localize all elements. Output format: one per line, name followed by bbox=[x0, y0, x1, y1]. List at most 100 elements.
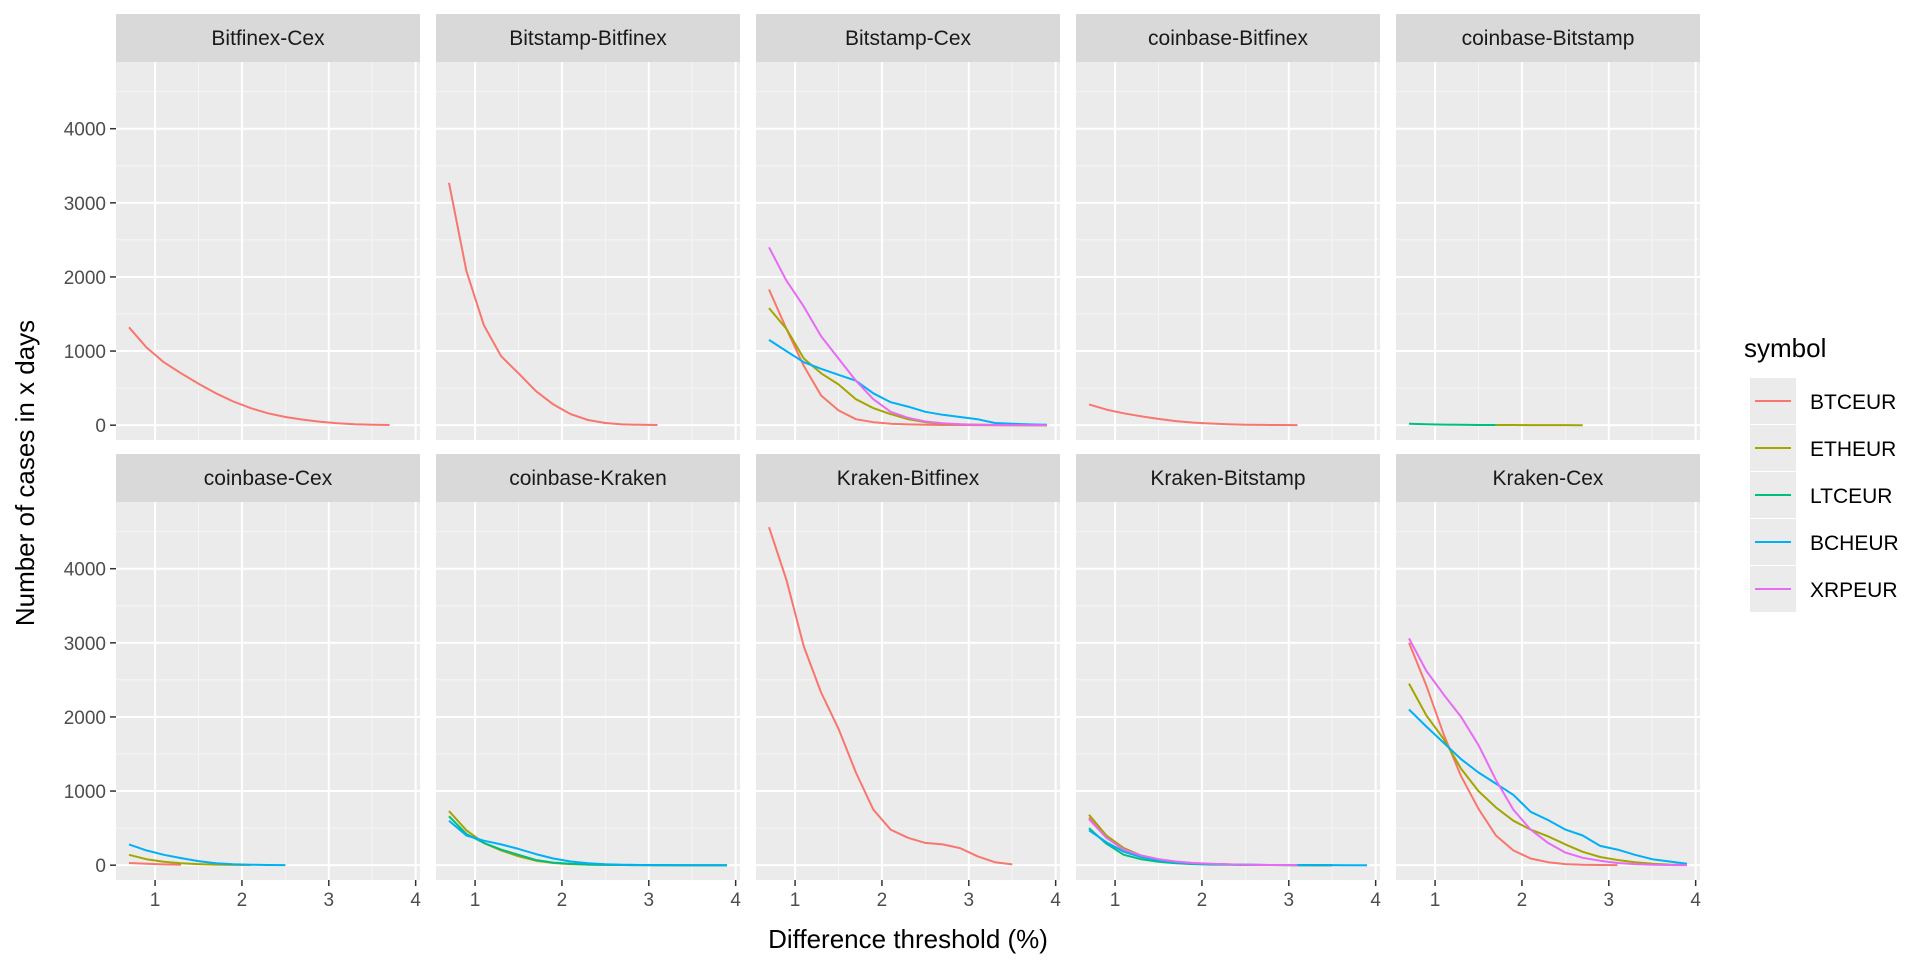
series-line-btceur bbox=[448, 182, 658, 426]
panel-background bbox=[436, 502, 740, 880]
legend-label: ETHEUR bbox=[1810, 438, 1896, 461]
y-tick-label: 3000 bbox=[64, 634, 106, 655]
x-tick-label: 1 bbox=[790, 890, 801, 911]
y-tick-label: 0 bbox=[95, 856, 106, 877]
x-tick-label: 1 bbox=[1430, 890, 1441, 911]
series-line-xrpeur bbox=[1408, 637, 1688, 867]
panel-background bbox=[756, 502, 1060, 880]
y-tick-label: 2000 bbox=[64, 708, 106, 729]
series-line-bcheur bbox=[768, 339, 1048, 426]
facet-strip bbox=[436, 14, 740, 62]
facet-title: Bitstamp-Cex bbox=[845, 27, 972, 50]
legend-label: XRPEUR bbox=[1810, 579, 1898, 602]
facet-strip bbox=[436, 454, 740, 502]
x-tick-label: 2 bbox=[1197, 890, 1208, 911]
series-line-etheur bbox=[1408, 683, 1688, 866]
series-line-bcheur bbox=[128, 843, 286, 867]
panel-background bbox=[436, 62, 740, 440]
facet-panel: Bitstamp-Bitfinex bbox=[436, 14, 740, 440]
facet-strip bbox=[1076, 454, 1380, 502]
series-line-ltceur bbox=[1408, 422, 1496, 426]
facet-panel: coinbase-Bitfinex bbox=[1076, 14, 1380, 440]
series-line-bcheur bbox=[448, 819, 727, 867]
facet-title: Kraken-Cex bbox=[1493, 467, 1604, 490]
y-tick-label: 3000 bbox=[64, 194, 106, 215]
facet-panel: Bitfinex-Cex bbox=[116, 14, 420, 440]
legend-item-ltceur: LTCEUR bbox=[1750, 472, 1892, 518]
facet-strip bbox=[116, 454, 420, 502]
panel-background bbox=[1396, 502, 1700, 880]
series-line-xrpeur bbox=[768, 246, 1047, 427]
y-tick-label: 4000 bbox=[64, 120, 106, 141]
series-line-bcheur bbox=[1408, 708, 1688, 865]
series-line-btceur bbox=[1408, 642, 1618, 867]
x-tick-label: 3 bbox=[1284, 890, 1295, 911]
y-tick-label: 1000 bbox=[64, 342, 106, 363]
x-tick-label: 1 bbox=[470, 890, 481, 911]
facet-panel: Kraken-Cex bbox=[1396, 454, 1700, 880]
x-tick-label: 2 bbox=[1517, 890, 1528, 911]
legend-label: LTCEUR bbox=[1810, 485, 1892, 508]
facet-strip bbox=[1396, 14, 1700, 62]
x-tick-label: 3 bbox=[324, 890, 335, 911]
panel-background bbox=[1076, 502, 1380, 880]
facet-title: Bitfinex-Cex bbox=[211, 27, 325, 50]
x-tick-label: 2 bbox=[877, 890, 888, 911]
x-tick-label: 4 bbox=[1050, 890, 1061, 911]
legend-label: BCHEUR bbox=[1810, 532, 1899, 555]
legend-item-xrpeur: XRPEUR bbox=[1750, 566, 1898, 612]
facet-strip bbox=[116, 14, 420, 62]
facet-panel: Kraken-Bitfinex bbox=[756, 454, 1060, 880]
series-line-btceur bbox=[128, 862, 182, 866]
y-tick-label: 1000 bbox=[64, 782, 106, 803]
facet-panel: coinbase-Kraken bbox=[436, 454, 740, 880]
legend-item-etheur: ETHEUR bbox=[1750, 425, 1896, 471]
axes: Difference threshold (%) Number of cases… bbox=[10, 120, 1701, 954]
facet-title: Kraken-Bitstamp bbox=[1150, 467, 1305, 490]
y-tick-label: 2000 bbox=[64, 268, 106, 289]
panel-background bbox=[116, 62, 420, 440]
x-tick-label: 4 bbox=[1690, 890, 1701, 911]
x-tick-label: 3 bbox=[1604, 890, 1615, 911]
series-line-btceur bbox=[1088, 403, 1298, 427]
x-tick-label: 4 bbox=[1370, 890, 1381, 911]
legend-item-bcheur: BCHEUR bbox=[1750, 519, 1899, 565]
x-tick-label: 3 bbox=[644, 890, 655, 911]
series-line-btceur bbox=[128, 326, 390, 426]
panel-background bbox=[1076, 62, 1380, 440]
legend-label: BTCEUR bbox=[1810, 391, 1896, 414]
facet-title: Bitstamp-Bitfinex bbox=[509, 27, 667, 50]
panel-background bbox=[756, 62, 1060, 440]
legend-title: symbol bbox=[1744, 333, 1826, 363]
series-line-xrpeur bbox=[1088, 818, 1298, 867]
facet-strip bbox=[756, 454, 1060, 502]
facet-strip bbox=[1076, 14, 1380, 62]
series-line-btceur bbox=[768, 526, 1013, 866]
y-axis-title: Number of cases in x days bbox=[10, 320, 40, 626]
facet-panel: Kraken-Bitstamp bbox=[1076, 454, 1380, 880]
panel-background bbox=[1396, 62, 1700, 440]
x-tick-label: 1 bbox=[150, 890, 161, 911]
facet-title: Kraken-Bitfinex bbox=[837, 467, 980, 490]
legend-item-btceur: BTCEUR bbox=[1750, 378, 1896, 424]
facet-title: coinbase-Cex bbox=[204, 467, 333, 490]
facet-title: coinbase-Kraken bbox=[509, 467, 667, 490]
facet-title: coinbase-Bitstamp bbox=[1462, 27, 1635, 50]
facet-panel: coinbase-Cex bbox=[116, 454, 420, 880]
legend: symbol BTCEUR ETHEUR LTCEUR BCHEUR XRPEUR bbox=[1744, 333, 1899, 612]
x-tick-label: 1 bbox=[1110, 890, 1121, 911]
facet-panel: Bitstamp-Cex bbox=[756, 14, 1060, 440]
x-axis-title: Difference threshold (%) bbox=[768, 924, 1048, 954]
x-tick-label: 2 bbox=[557, 890, 568, 911]
facet-strip bbox=[1396, 454, 1700, 502]
facet-panels: Bitfinex-Cex Bitstamp-Bitfinex Bitstamp-Ce… bbox=[116, 14, 1700, 880]
y-tick-label: 0 bbox=[95, 416, 106, 437]
x-tick-label: 2 bbox=[237, 890, 248, 911]
x-tick-label: 4 bbox=[410, 890, 421, 911]
facet-strip bbox=[756, 14, 1060, 62]
x-tick-label: 4 bbox=[730, 890, 741, 911]
facet-title: coinbase-Bitfinex bbox=[1148, 27, 1308, 50]
facet-panel: coinbase-Bitstamp bbox=[1396, 14, 1700, 440]
